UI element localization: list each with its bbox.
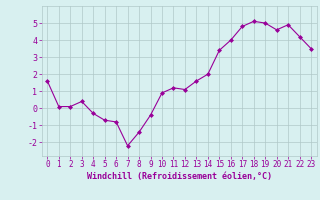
- X-axis label: Windchill (Refroidissement éolien,°C): Windchill (Refroidissement éolien,°C): [87, 172, 272, 181]
